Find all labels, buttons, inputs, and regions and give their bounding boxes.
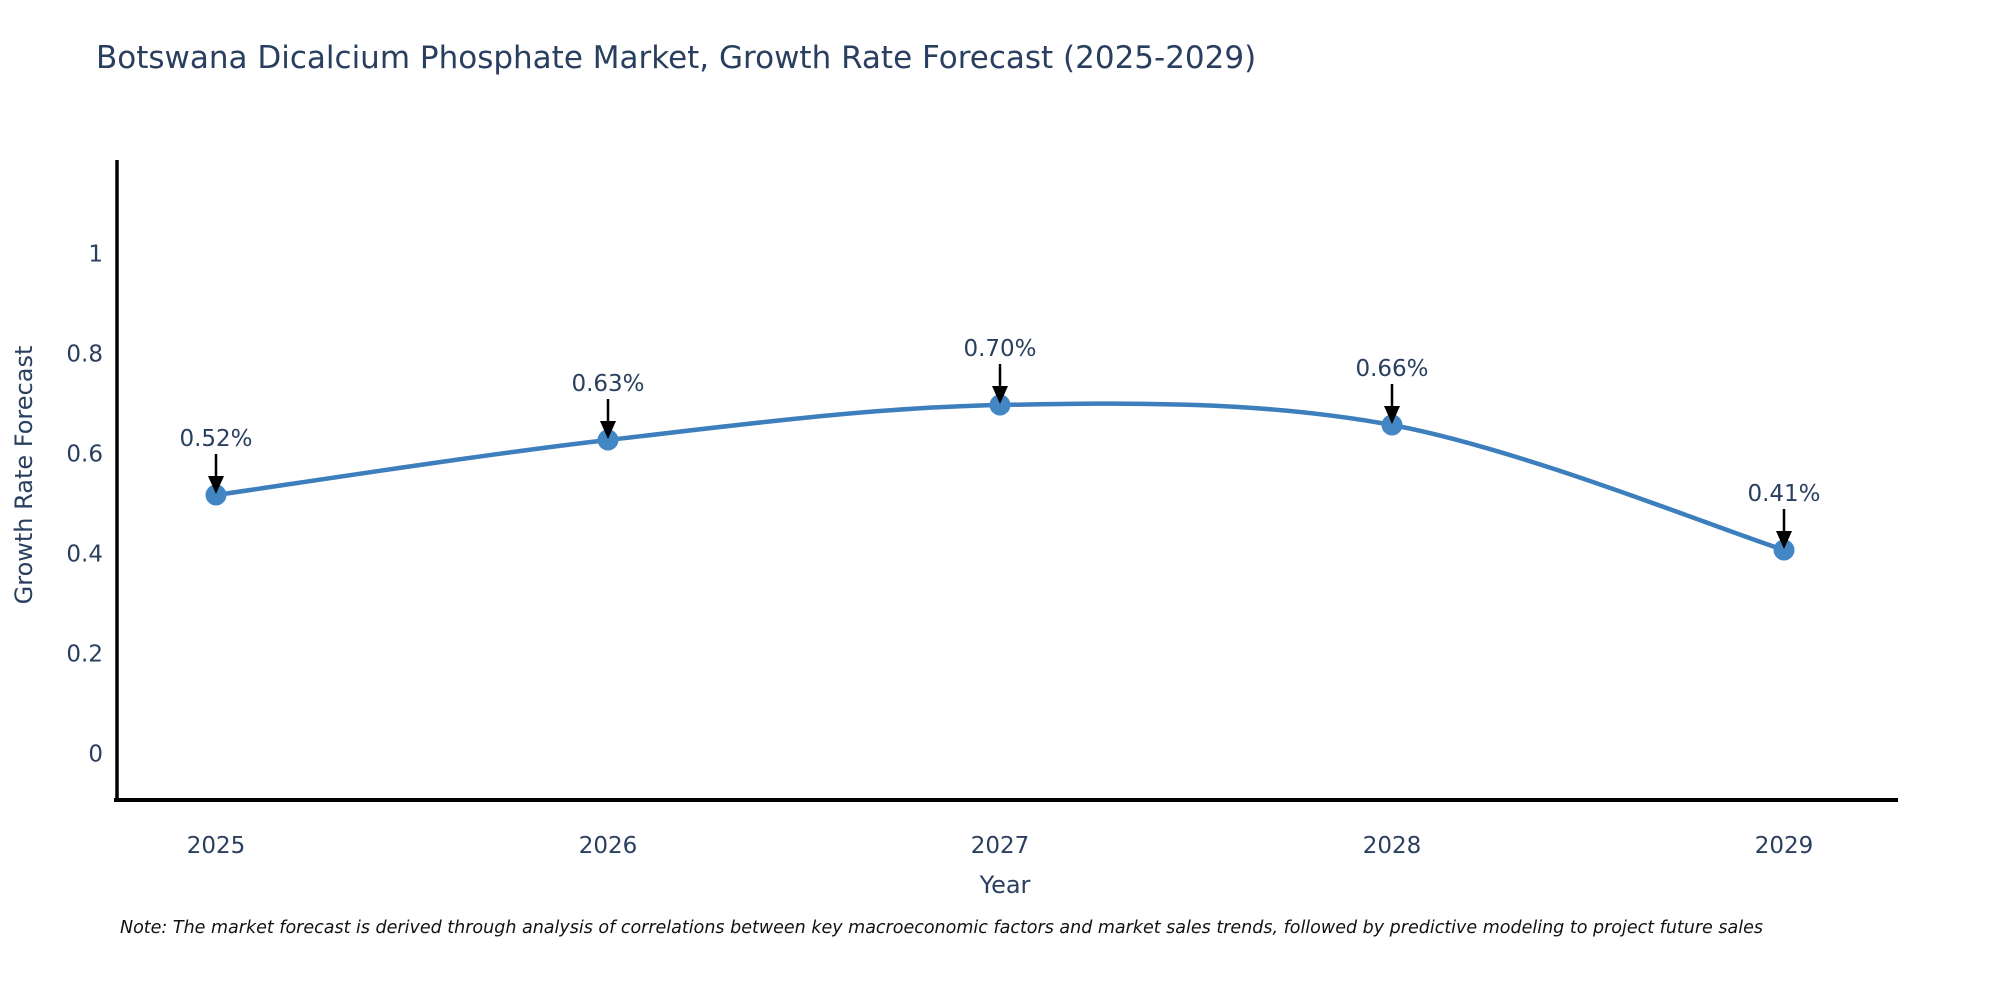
annotation-arrowhead [1384,406,1400,424]
y-axis-title: Growth Rate Forecast [10,346,38,605]
x-tick-label: 2028 [1363,833,1422,859]
data-label: 0.63% [571,371,644,397]
y-tick-label: 0.6 [66,442,103,468]
footnote: Note: The market forecast is derived thr… [120,918,1763,938]
y-tick-label: 0.8 [66,342,103,368]
y-tick-label: 0.4 [66,542,103,568]
data-point-2028[interactable] [1381,414,1403,436]
annotation-arrowhead [992,386,1008,404]
data-point-2027[interactable] [989,394,1011,416]
annotation-arrowhead [208,476,224,494]
data-point-2029[interactable] [1773,539,1795,561]
x-axis-title: Year [979,871,1031,899]
x-tick-label: 2027 [971,833,1030,859]
data-label: 0.66% [1355,356,1428,382]
chart-title: Botswana Dicalcium Phosphate Market, Gro… [96,40,1257,76]
data-point-2025[interactable] [205,484,227,506]
forecast-line [215,401,1785,553]
data-label: 0.52% [179,426,252,452]
annotation-arrowhead [600,421,616,439]
annotation-arrowhead [1776,531,1792,549]
x-tick-label: 2026 [579,833,638,859]
y-tick-label: 0.2 [66,642,103,668]
y-tick-label: 0 [88,742,103,768]
data-label: 0.70% [963,336,1036,362]
x-tick-label: 2025 [187,833,246,859]
y-tick-label: 1 [88,242,103,268]
data-label: 0.41% [1747,481,1820,507]
data-point-2026[interactable] [597,429,619,451]
x-tick-label: 2029 [1755,833,1814,859]
